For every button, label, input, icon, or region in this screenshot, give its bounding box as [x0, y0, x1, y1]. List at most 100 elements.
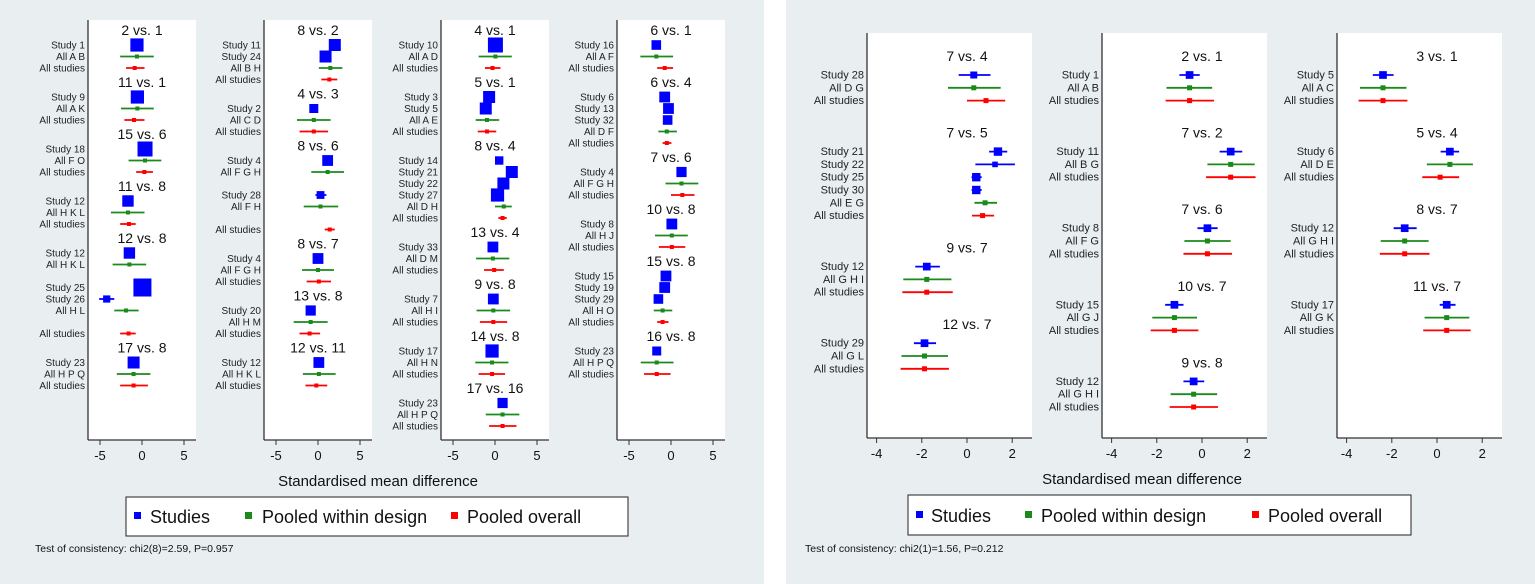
- row-label: Study 27: [399, 191, 439, 202]
- study-marker: [130, 38, 144, 52]
- row-label: All studies: [568, 139, 614, 150]
- comparison-title: 2 vs. 1: [121, 22, 162, 38]
- pooled-overall-marker: [654, 372, 659, 376]
- row-label: All G J: [1067, 312, 1099, 324]
- study-marker: [133, 278, 152, 297]
- row-label: Study 18: [46, 145, 86, 156]
- study-marker: [487, 241, 499, 253]
- pooled-within-design-marker: [135, 106, 140, 111]
- row-label: Study 14: [399, 156, 439, 167]
- pooled-within-design-marker: [1402, 238, 1408, 244]
- row-label: Study 19: [575, 283, 615, 294]
- x-tick-label: -2: [1151, 446, 1163, 461]
- x-tick-label: 5: [709, 448, 716, 463]
- study-marker: [309, 104, 319, 113]
- pooled-overall-marker: [132, 66, 137, 70]
- plot-area: [88, 20, 196, 440]
- x-tick-label: 5: [356, 448, 363, 463]
- comparison-title: 12 vs. 7: [942, 316, 991, 332]
- pooled-within-design-marker: [316, 268, 320, 272]
- legend-overall-label: Pooled overall: [1268, 506, 1382, 526]
- study-marker: [483, 91, 496, 103]
- pooled-overall-marker: [132, 118, 137, 122]
- row-label: Study 12: [821, 261, 864, 273]
- row-label: All F G H: [220, 266, 261, 277]
- legend-within-label: Pooled within design: [262, 507, 427, 527]
- row-label: Study 12: [1291, 223, 1334, 235]
- row-label: Study 9: [51, 93, 85, 104]
- legend-studies-label: Studies: [150, 507, 210, 527]
- left-consistency-test: Test of consistency: chi2(8)=2.59, P=0.9…: [35, 543, 234, 555]
- study-marker: [653, 294, 664, 304]
- x-tick-label: 5: [533, 448, 540, 463]
- pooled-overall-marker: [660, 320, 665, 324]
- x-tick-label: 2: [1244, 446, 1251, 461]
- study-marker: [319, 50, 332, 63]
- study-marker: [1203, 224, 1212, 233]
- x-tick-label: -5: [270, 448, 282, 463]
- pooled-within-design-marker: [971, 85, 977, 91]
- row-label: Study 22: [821, 159, 864, 171]
- comparison-title: 16 vs. 8: [646, 328, 695, 344]
- row-label: All studies: [814, 363, 865, 375]
- study-marker: [122, 195, 134, 207]
- row-label: Study 21: [399, 168, 439, 179]
- x-tick-label: -5: [623, 448, 635, 463]
- row-label: All F G H: [220, 168, 261, 179]
- row-label: Study 23: [46, 358, 86, 369]
- row-label: All G H I: [823, 274, 864, 286]
- pooled-overall-marker: [1191, 404, 1197, 410]
- row-label: All studies: [215, 75, 261, 86]
- study-marker: [666, 218, 678, 230]
- comparison-title: 4 vs. 3: [297, 86, 338, 102]
- study-marker: [316, 191, 325, 199]
- row-label: All studies: [215, 277, 261, 288]
- row-label: Study 4: [227, 156, 261, 167]
- comparison-title: 7 vs. 2: [1181, 125, 1222, 141]
- x-tick-label: 0: [1198, 446, 1205, 461]
- study-marker: [676, 166, 687, 178]
- pooled-overall-marker: [485, 129, 490, 134]
- row-label: Study 16: [575, 41, 615, 52]
- row-label: All H P Q: [397, 410, 438, 421]
- study-marker: [660, 270, 672, 282]
- pooled-overall-marker: [500, 216, 505, 220]
- x-tick-label: 5: [180, 448, 187, 463]
- row-label: Study 5: [1297, 70, 1334, 82]
- row-label: All G H I: [1293, 236, 1334, 248]
- row-label: All studies: [1284, 172, 1335, 184]
- row-label: All A K: [56, 104, 85, 115]
- pooled-overall-marker: [922, 366, 928, 372]
- pooled-within-design-marker: [493, 54, 498, 59]
- row-label: Study 29: [575, 295, 615, 306]
- row-label: Study 2: [227, 104, 261, 115]
- row-label: All studies: [392, 214, 438, 225]
- pooled-within-design-marker: [654, 54, 659, 59]
- row-label: All studies: [392, 422, 438, 433]
- study-marker: [1379, 71, 1387, 79]
- row-label: Study 26: [46, 295, 86, 306]
- row-label: All F O: [54, 156, 85, 167]
- plot-area: [1337, 33, 1502, 438]
- pooled-within-design-marker: [490, 360, 495, 365]
- pooled-within-design-marker: [982, 200, 988, 206]
- x-tick-label: -5: [94, 448, 106, 463]
- pooled-overall-marker: [142, 170, 147, 174]
- pooled-within-design-marker: [143, 158, 148, 163]
- study-marker: [652, 346, 662, 356]
- row-label: All F H: [231, 202, 261, 213]
- row-label: All studies: [215, 329, 261, 340]
- study-marker: [313, 357, 325, 368]
- pooled-within-design-marker: [922, 353, 928, 359]
- row-label: All studies: [39, 64, 85, 75]
- row-label: Study 17: [1291, 299, 1334, 311]
- row-label: Study 25: [821, 172, 864, 184]
- row-label: Study 17: [399, 347, 439, 358]
- row-label: All C D: [230, 116, 261, 127]
- left-x-axis-label: Standardised mean difference: [278, 473, 478, 490]
- pooled-within-design-marker: [1444, 315, 1450, 321]
- row-label: Study 28: [222, 191, 262, 202]
- pooled-within-design-marker: [1191, 391, 1197, 397]
